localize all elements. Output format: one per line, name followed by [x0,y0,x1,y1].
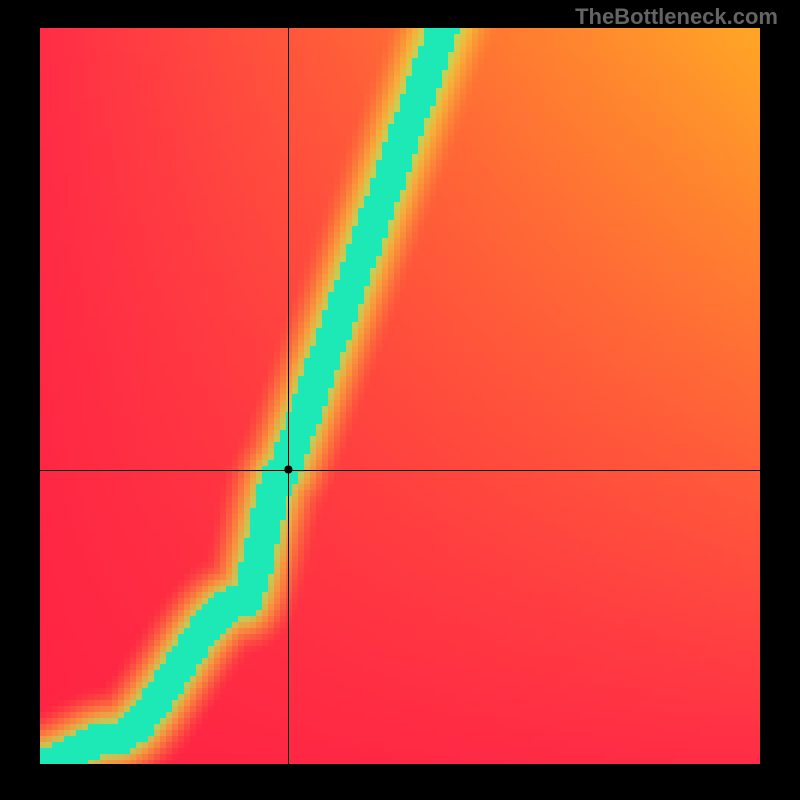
bottleneck-heatmap [40,28,760,764]
watermark-label: TheBottleneck.com [575,4,778,30]
